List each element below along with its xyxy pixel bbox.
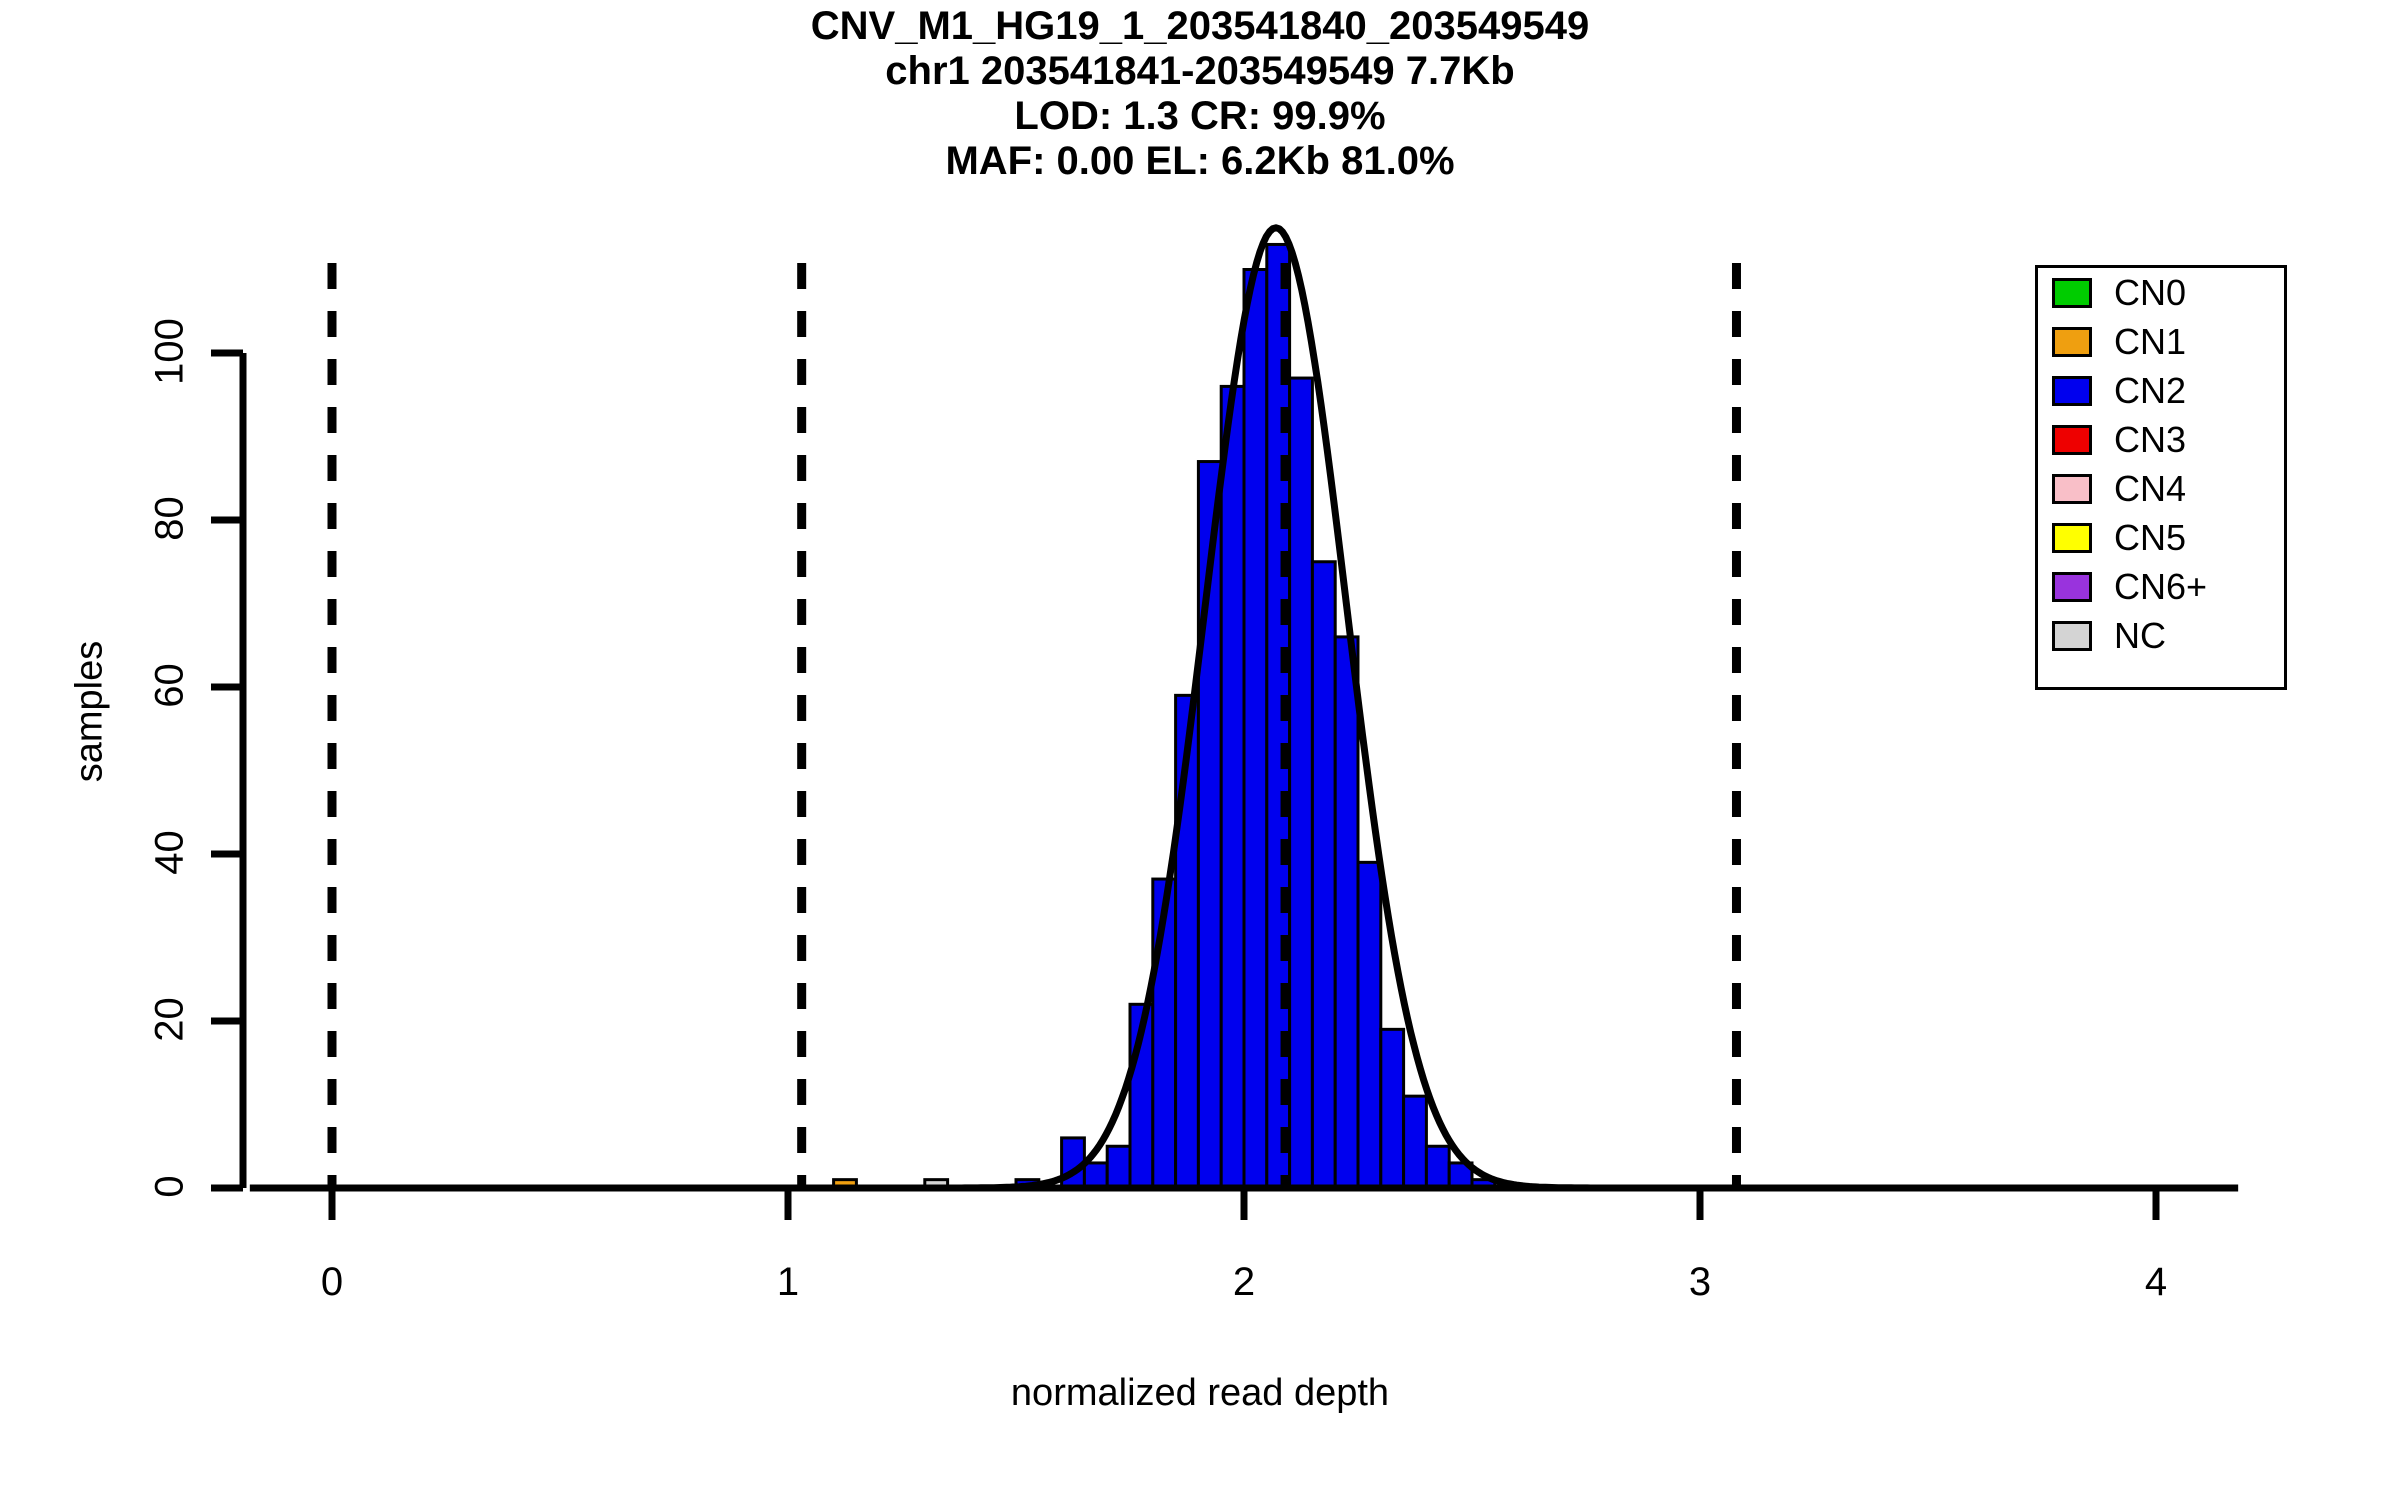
x-tick-label: 1 bbox=[776, 1260, 800, 1304]
legend-item-cn2[interactable]: CN2 bbox=[2052, 366, 2284, 415]
histogram-bar bbox=[1288, 376, 1314, 1190]
y-axis-label: samples bbox=[68, 640, 111, 783]
x-tick-label: 0 bbox=[320, 1260, 344, 1304]
x-tick-label: 3 bbox=[1688, 1260, 1712, 1304]
y-tick-label: 0 bbox=[147, 1175, 192, 1198]
x-tick-label: 2 bbox=[1232, 1260, 1256, 1304]
legend-item-cn3[interactable]: CN3 bbox=[2052, 415, 2284, 464]
legend-label: CN6+ bbox=[2114, 565, 2208, 607]
histogram-bar bbox=[1082, 1161, 1109, 1190]
legend-swatch-icon bbox=[2052, 277, 2092, 308]
histogram-bar bbox=[1105, 1144, 1132, 1190]
y-tick-label: 100 bbox=[147, 318, 192, 385]
x-tick-label: 4 bbox=[2144, 1260, 2168, 1304]
title-line-4: MAF: 0.00 EL: 6.2Kb 81.0% bbox=[945, 139, 1455, 183]
legend-label: CN2 bbox=[2114, 369, 2187, 411]
legend-item-cn0[interactable]: CN0 bbox=[2052, 268, 2284, 317]
legend-item-nc[interactable]: NC bbox=[2052, 611, 2284, 660]
legend-label: CN1 bbox=[2114, 320, 2187, 362]
legend-swatch-icon bbox=[2052, 620, 2092, 651]
histogram-bar bbox=[1333, 635, 1360, 1190]
histogram-bar bbox=[1356, 860, 1383, 1190]
histogram-bar bbox=[1242, 268, 1269, 1190]
histogram-bar bbox=[1402, 1094, 1428, 1190]
y-tick-label: 20 bbox=[147, 997, 192, 1042]
legend-item-cn4[interactable]: CN4 bbox=[2052, 464, 2284, 513]
x-axis-label: normalized read depth bbox=[1010, 1372, 1390, 1414]
histogram-bar bbox=[1379, 1027, 1406, 1190]
legend-swatch-icon bbox=[2052, 571, 2092, 602]
y-tick-label: 40 bbox=[147, 830, 192, 875]
legend-item-cn6plus[interactable]: CN6+ bbox=[2052, 562, 2284, 611]
legend-label: CN3 bbox=[2114, 418, 2187, 460]
histogram-bar bbox=[1310, 560, 1337, 1190]
legend-swatch-icon bbox=[2052, 326, 2092, 357]
histogram-bar bbox=[1424, 1144, 1451, 1190]
vertical-threshold-lines-group bbox=[327, 263, 1741, 1188]
title-line-2: chr1 203541841-203549549 7.7Kb bbox=[885, 49, 1515, 93]
legend-item-cn5[interactable]: CN5 bbox=[2052, 513, 2284, 562]
axes-group bbox=[211, 349, 2239, 1220]
title-line-3: LOD: 1.3 CR: 99.9% bbox=[1014, 94, 1386, 138]
legend-label: CN5 bbox=[2114, 516, 2187, 558]
legend-item-cn1[interactable]: CN1 bbox=[2052, 317, 2284, 366]
legend-label: CN4 bbox=[2114, 467, 2187, 509]
legend-label: CN0 bbox=[2114, 271, 2187, 313]
bars-group bbox=[832, 242, 1497, 1190]
title-line-1: CNV_M1_HG19_1_203541840_203549549 bbox=[810, 4, 1590, 48]
y-tick-label: 80 bbox=[147, 496, 192, 541]
legend-swatch-icon bbox=[2052, 473, 2092, 504]
legend-swatch-icon bbox=[2052, 424, 2092, 455]
legend-swatch-icon bbox=[2052, 522, 2092, 553]
chart-title: CNV_M1_HG19_1_203541840_203549549 chr1 2… bbox=[0, 4, 2400, 184]
legend-label: NC bbox=[2114, 614, 2166, 656]
y-tick-label: 60 bbox=[147, 663, 192, 708]
histogram-bar bbox=[1219, 384, 1246, 1190]
legend-swatch-icon bbox=[2052, 375, 2092, 406]
copy-number-legend: CN0 CN1 CN2 CN3 CN4 CN5 CN6+ NC bbox=[2035, 265, 2287, 690]
